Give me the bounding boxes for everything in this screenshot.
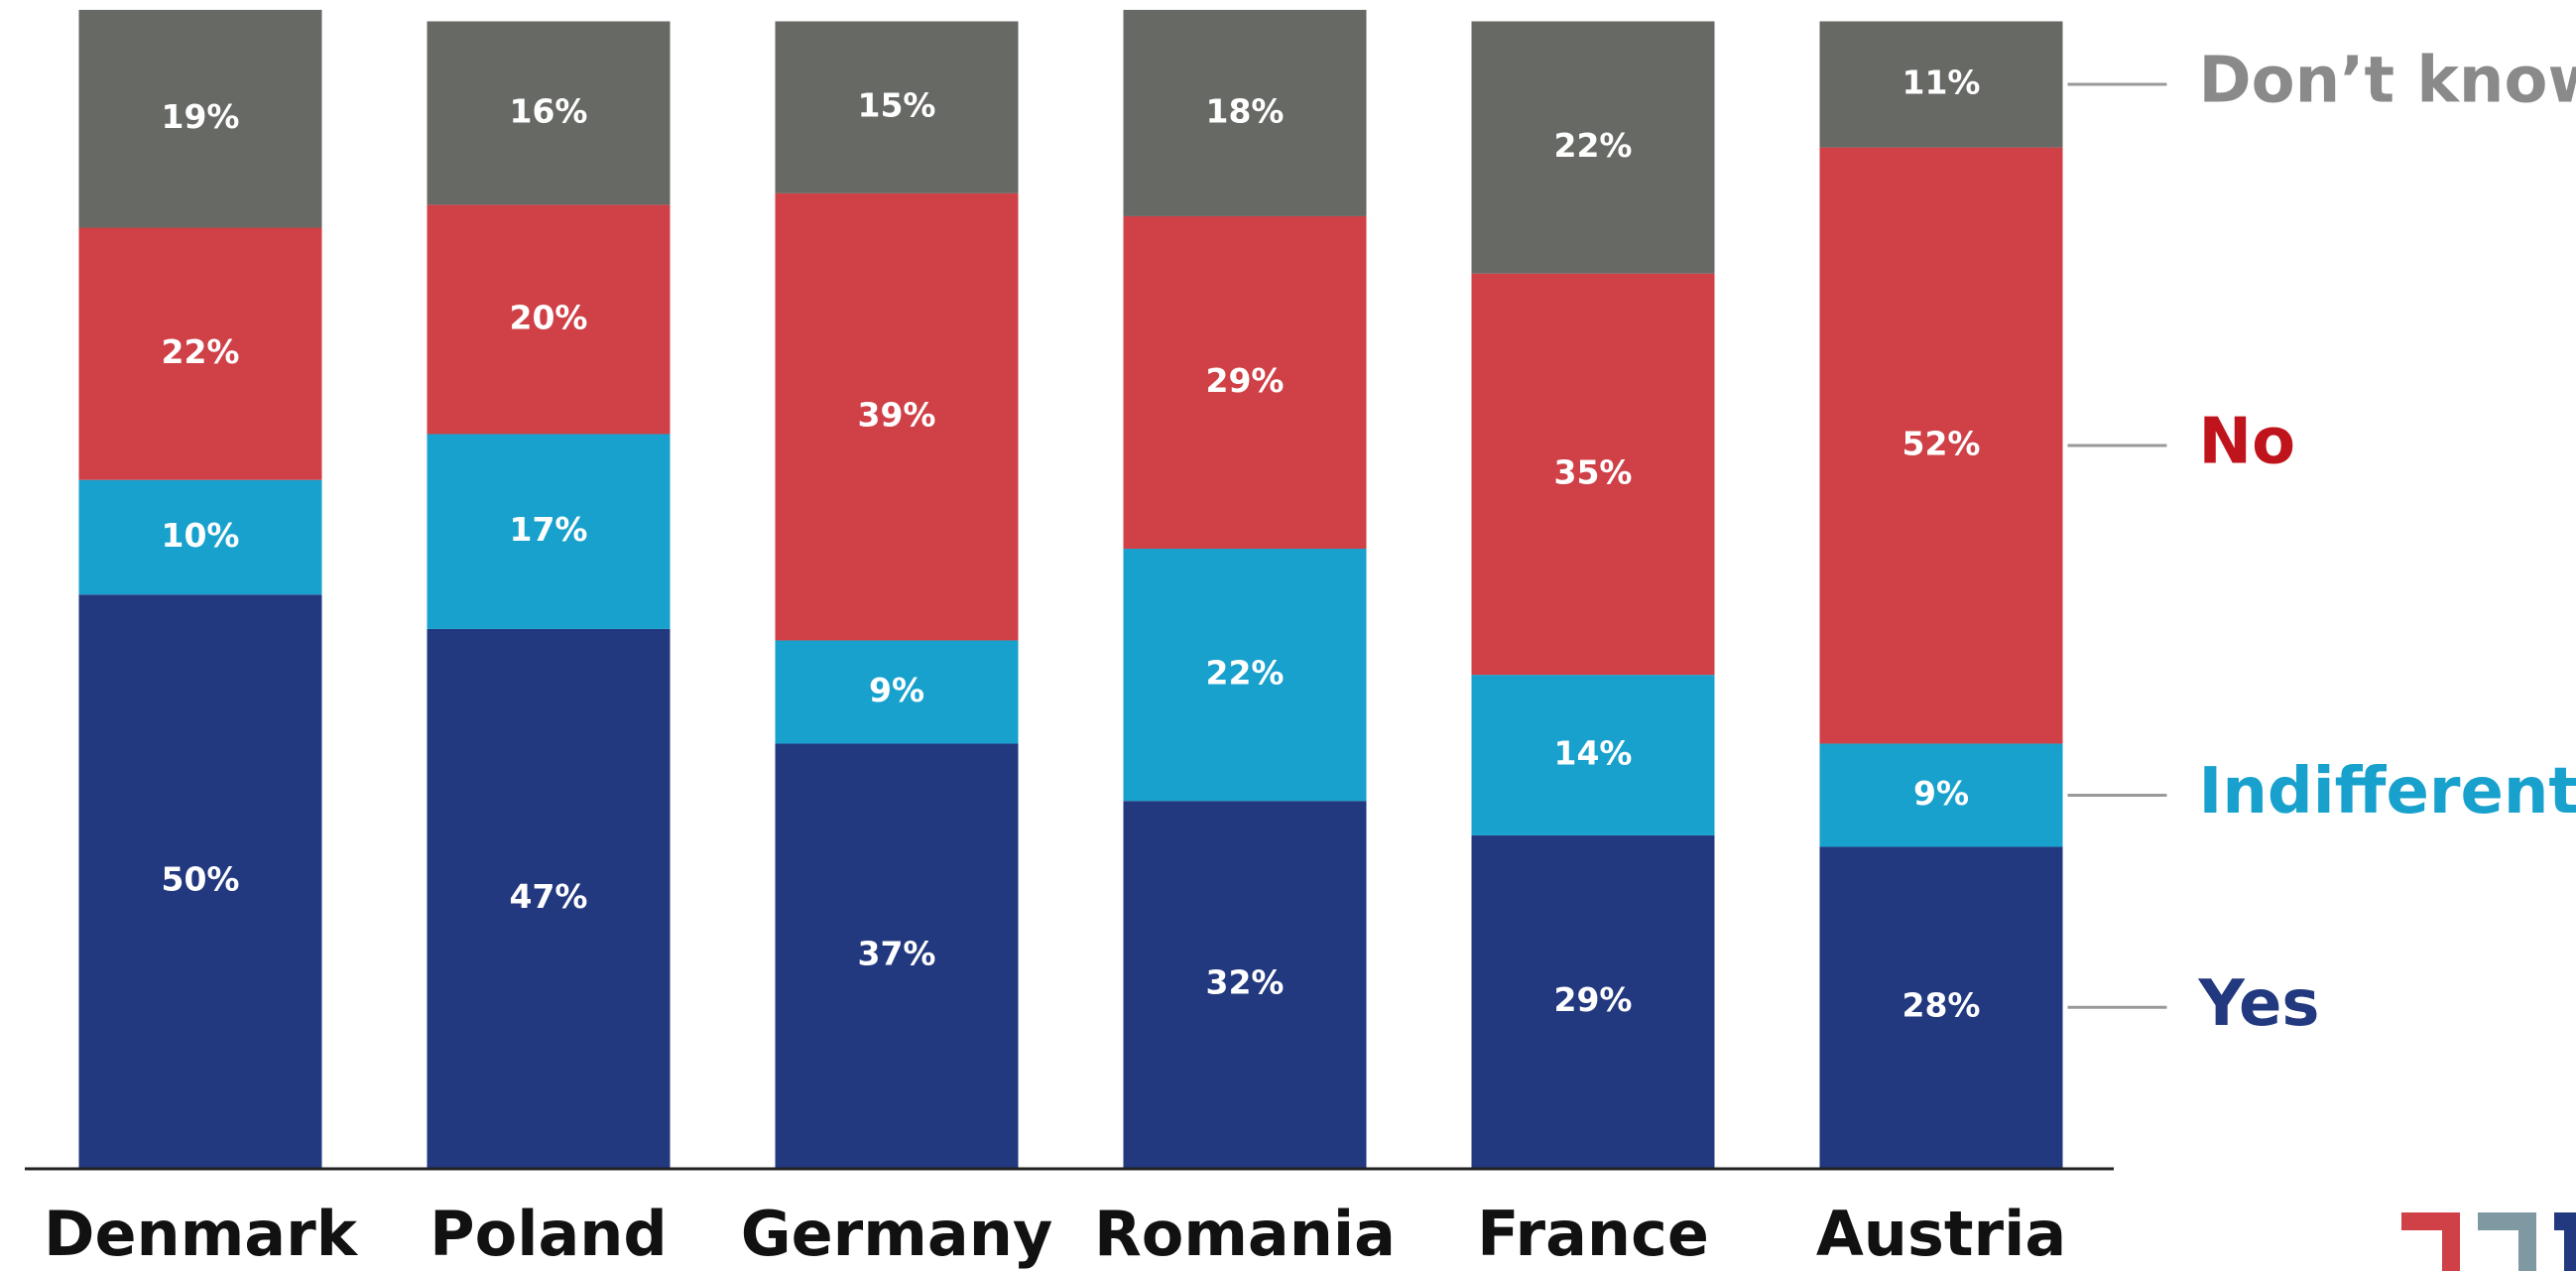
value-label: 20% — [510, 298, 588, 336]
value-label: 16% — [510, 91, 588, 130]
legend-label: Yes — [2198, 967, 2320, 1041]
bar-segment — [78, 9, 322, 228]
legend-label: Indifferent — [2199, 755, 2576, 828]
bar-segment — [1123, 549, 1367, 802]
value-label: 37% — [858, 935, 936, 973]
value-label: 10% — [162, 516, 240, 555]
value-label: 29% — [1206, 361, 1285, 400]
bar-segment — [775, 192, 1019, 641]
bar-segment — [1471, 21, 1715, 274]
bar-segment — [1819, 846, 2063, 1168]
bar-segment — [1819, 21, 2063, 148]
value-label: 22% — [1206, 654, 1285, 693]
value-label: 32% — [1206, 963, 1285, 1002]
bar-segment — [78, 479, 322, 595]
value-label: 52% — [1902, 425, 1981, 463]
bar-segment — [78, 594, 322, 1168]
bar-segment — [1471, 834, 1715, 1168]
x-tick-label: Denmark — [44, 1198, 359, 1270]
bar-segment — [1819, 743, 2063, 847]
x-tick-label: Austria — [1816, 1198, 2066, 1270]
bar-segment — [775, 640, 1019, 744]
legend-label: Don’t know — [2199, 45, 2576, 118]
value-label: 9% — [869, 671, 924, 709]
bar-segment — [1471, 675, 1715, 835]
value-label: 39% — [858, 396, 936, 435]
logo — [2401, 1212, 2576, 1271]
x-tick-label: France — [1477, 1198, 1709, 1270]
x-tick-label: Germany — [741, 1198, 1053, 1270]
bar-segment — [1819, 147, 2063, 744]
value-label: 35% — [1554, 452, 1633, 491]
value-label: 29% — [1554, 980, 1633, 1019]
bar-segment — [78, 227, 322, 480]
x-tick-label: Poland — [429, 1198, 668, 1270]
value-label: 9% — [1913, 774, 1969, 813]
value-label: 14% — [1554, 734, 1633, 773]
value-label: 11% — [1902, 64, 1981, 102]
bar-segment — [427, 628, 671, 1168]
bar-segment — [1471, 273, 1715, 676]
value-label: 47% — [510, 877, 588, 916]
value-label: 22% — [1554, 126, 1633, 165]
value-label: 17% — [510, 510, 588, 549]
bar-segment — [775, 21, 1019, 193]
value-label: 50% — [162, 860, 240, 899]
legend-label: No — [2199, 406, 2296, 479]
value-label: 18% — [1206, 91, 1285, 130]
bar-segment — [427, 204, 671, 435]
bar-segment — [775, 743, 1019, 1168]
value-label: 15% — [858, 86, 936, 125]
bar-segment — [427, 21, 671, 205]
x-tick-label: Romania — [1094, 1198, 1396, 1270]
bar-segment — [427, 434, 671, 629]
bar-segment — [1123, 801, 1367, 1168]
value-label: 28% — [1902, 986, 1981, 1025]
bar-segment — [1123, 215, 1367, 550]
value-label: 19% — [162, 97, 240, 136]
bar-segment — [1123, 9, 1367, 216]
value-label: 22% — [162, 332, 240, 371]
